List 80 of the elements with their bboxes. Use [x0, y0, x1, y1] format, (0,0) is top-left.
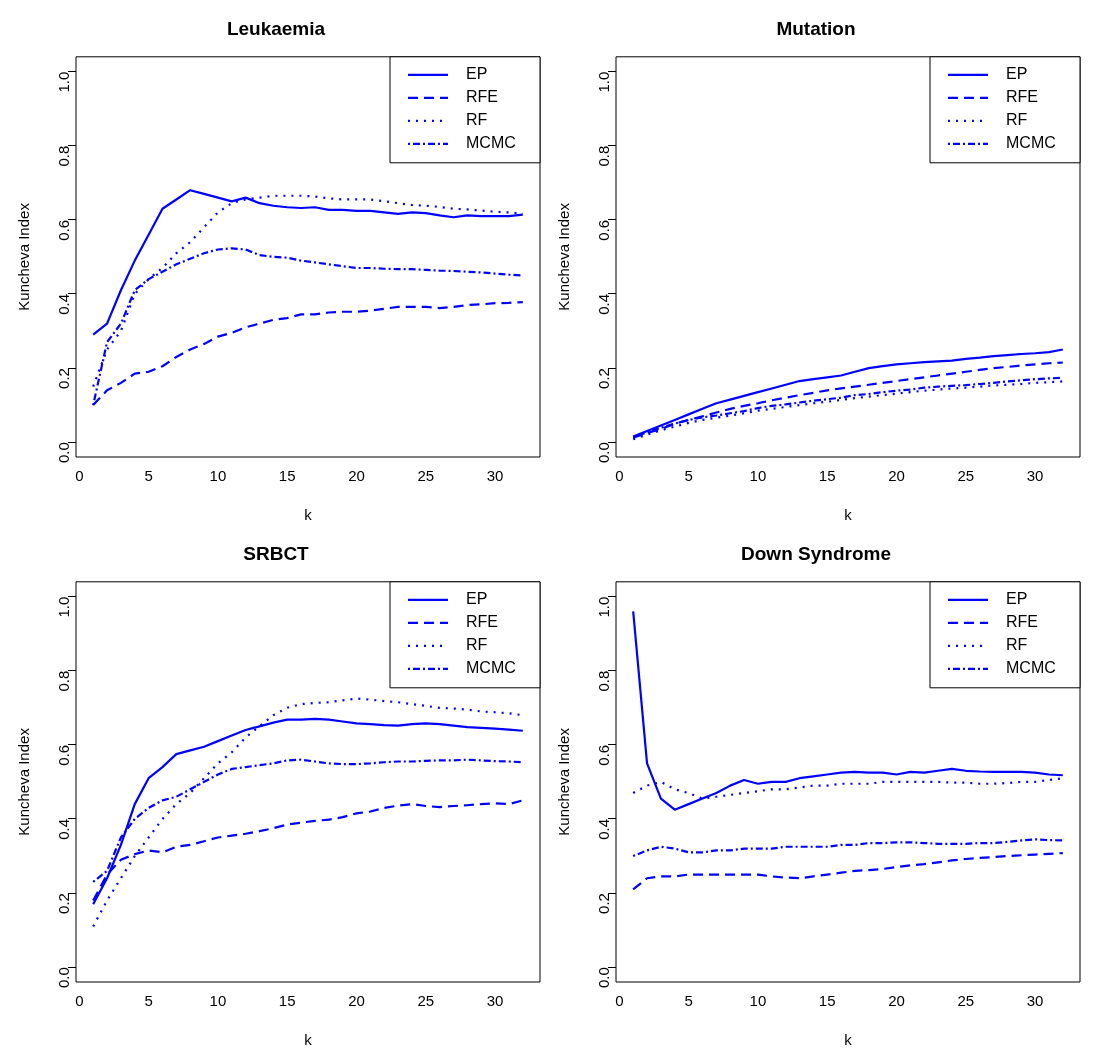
x-tick-label: 20 — [888, 992, 905, 1010]
x-tick-label: 10 — [209, 992, 227, 1010]
x-tick-label: 15 — [278, 467, 296, 485]
x-tick-label: 20 — [348, 467, 365, 485]
y-tick-label: 0.6 — [595, 744, 613, 766]
y-axis-title: Kuncheva Index — [555, 727, 573, 836]
x-tick-label: 30 — [1026, 992, 1044, 1010]
chart-title: Down Syndrome — [741, 542, 891, 564]
x-tick-label: 0 — [615, 992, 624, 1010]
x-tick-label: 15 — [278, 992, 296, 1010]
x-tick-label: 30 — [486, 992, 504, 1010]
x-tick-label: 15 — [818, 467, 836, 485]
x-tick-label: 10 — [749, 992, 767, 1010]
chart-title: Mutation — [776, 17, 856, 39]
x-tick-label: 10 — [749, 467, 767, 485]
y-tick-label: 0.8 — [595, 670, 613, 692]
y-tick-label: 0.4 — [55, 818, 73, 840]
legend-label: RFE — [1006, 88, 1038, 106]
legend-label: RF — [466, 636, 488, 654]
x-tick-label: 20 — [348, 992, 365, 1010]
x-tick-label: 5 — [684, 992, 693, 1010]
legend-label: MCMC — [1006, 134, 1056, 152]
y-tick-label: 1.0 — [55, 71, 73, 93]
legend-label: EP — [466, 590, 488, 608]
legend-label: MCMC — [466, 659, 516, 677]
y-tick-label: 1.0 — [55, 596, 73, 618]
x-tick-label: 15 — [818, 992, 836, 1010]
chart-title: SRBCT — [243, 542, 310, 564]
legend-label: RFE — [466, 88, 498, 106]
y-tick-label: 0.4 — [595, 818, 613, 840]
x-tick-label: 5 — [684, 467, 693, 485]
x-tick-label: 0 — [75, 992, 84, 1010]
y-tick-label: 0.8 — [595, 145, 613, 167]
y-tick-label: 0.2 — [595, 893, 613, 914]
y-tick-label: 1.0 — [595, 596, 613, 618]
y-tick-label: 0.6 — [595, 219, 613, 241]
y-tick-label: 0.4 — [55, 293, 73, 315]
chart-title: Leukaemia — [226, 17, 326, 39]
y-axis-title: Kuncheva Index — [15, 202, 33, 311]
x-tick-label: 25 — [957, 992, 975, 1010]
y-tick-label: 0.6 — [55, 219, 73, 241]
legend-label: MCMC — [1006, 659, 1056, 677]
legend-label: RFE — [1006, 613, 1038, 631]
x-axis-title: k — [304, 1031, 313, 1049]
x-tick-label: 0 — [75, 467, 84, 485]
legend-label: RF — [1006, 636, 1028, 654]
x-tick-label: 30 — [1026, 467, 1044, 485]
y-tick-label: 0.2 — [55, 893, 73, 914]
y-tick-label: 0.2 — [595, 368, 613, 389]
legend-label: RF — [466, 111, 488, 129]
y-tick-label: 0.0 — [55, 442, 73, 464]
y-axis-title: Kuncheva Index — [15, 727, 33, 836]
legend-label: EP — [1006, 590, 1028, 608]
legend-label: RFE — [466, 613, 498, 631]
y-tick-label: 0.4 — [595, 293, 613, 315]
legend-label: RF — [1006, 111, 1028, 129]
legend-label: EP — [1006, 65, 1028, 83]
y-tick-label: 0.0 — [595, 967, 613, 989]
x-tick-label: 5 — [144, 467, 153, 485]
y-tick-label: 1.0 — [595, 71, 613, 93]
y-tick-label: 0.2 — [55, 368, 73, 389]
x-axis-title: k — [844, 506, 853, 524]
y-tick-label: 0.8 — [55, 145, 73, 167]
x-tick-label: 25 — [417, 992, 435, 1010]
y-tick-label: 0.0 — [595, 442, 613, 464]
x-tick-label: 5 — [144, 992, 153, 1010]
y-tick-label: 0.6 — [55, 744, 73, 766]
x-tick-label: 30 — [486, 467, 504, 485]
y-axis-title: Kuncheva Index — [555, 202, 573, 311]
x-tick-label: 25 — [957, 467, 975, 485]
legend-label: EP — [466, 65, 488, 83]
x-tick-label: 25 — [417, 467, 435, 485]
x-tick-label: 0 — [615, 467, 624, 485]
x-axis-title: k — [304, 506, 313, 524]
y-tick-label: 0.8 — [55, 670, 73, 692]
x-tick-label: 10 — [209, 467, 227, 485]
x-tick-label: 20 — [888, 467, 905, 485]
legend-label: MCMC — [466, 134, 516, 152]
x-axis-title: k — [844, 1031, 853, 1049]
y-tick-label: 0.0 — [55, 967, 73, 989]
